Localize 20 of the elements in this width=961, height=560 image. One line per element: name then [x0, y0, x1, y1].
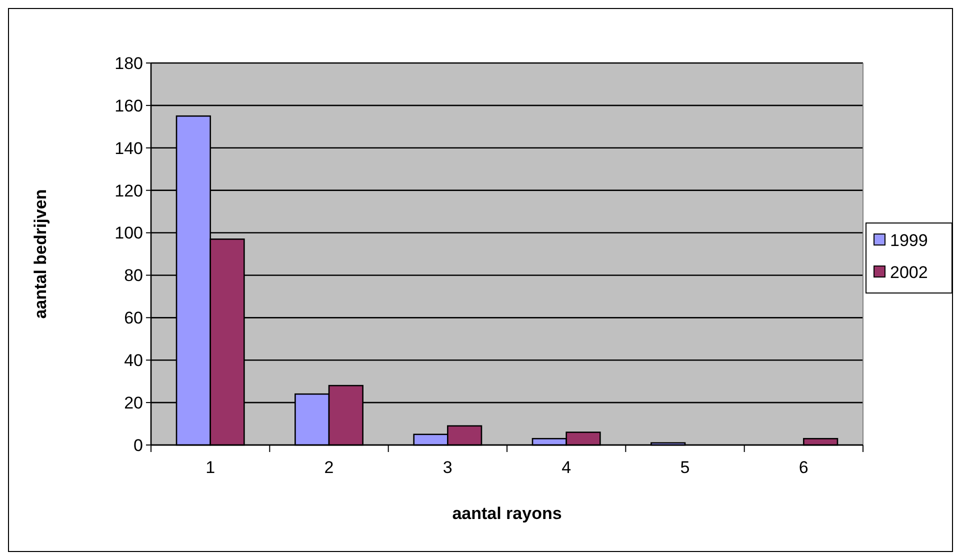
x-tick-label: 5 [680, 458, 690, 477]
y-tick-label: 160 [114, 96, 143, 116]
y-tick-label: 20 [124, 394, 143, 413]
legend-label: 2002 [890, 262, 928, 282]
x-tick-label: 1 [206, 458, 216, 477]
y-tick-label: 100 [114, 224, 143, 243]
x-tick-label: 4 [562, 458, 572, 477]
y-axis-title: aantal bedrijven [31, 189, 50, 319]
x-tick-label: 6 [798, 458, 808, 477]
y-tick-label: 0 [134, 436, 143, 455]
x-axis-title: aantal rayons [452, 504, 562, 523]
y-tick-label: 40 [124, 351, 143, 370]
x-tick-label: 3 [442, 458, 452, 477]
y-tick-label: 120 [114, 181, 143, 200]
y-tick-label: 60 [124, 308, 143, 328]
x-tick-label: 2 [324, 458, 334, 477]
y-tick-label: 180 [114, 54, 143, 73]
y-tick-label: 80 [124, 266, 143, 286]
legend-label: 1999 [890, 230, 928, 250]
y-tick-label: 140 [114, 138, 143, 158]
